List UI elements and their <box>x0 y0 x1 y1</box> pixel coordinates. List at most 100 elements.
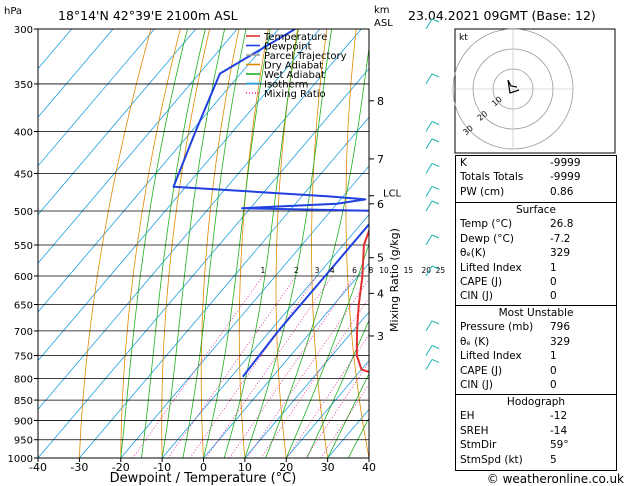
mixing-ratio-label: 2 <box>294 266 299 275</box>
surface-index-row: Dewp (°C) -7.2 <box>456 232 616 246</box>
wind-barb-flag <box>431 138 440 143</box>
surface-index-value: 1 <box>550 261 557 274</box>
surface-index-row: θₑ(K) 329 <box>456 246 616 260</box>
most-unstable-index-label: Pressure (mb) <box>460 321 534 334</box>
most-unstable-index-row: Pressure (mb) 796 <box>456 320 616 334</box>
mixing-ratio-labels: 1 2 3 4 6 8 10 15 20 25 <box>260 266 445 275</box>
wet-adiabat-line <box>306 319 369 458</box>
surface-index-label: Dewp (°C) <box>460 232 514 245</box>
isotherm-line <box>244 311 369 458</box>
dry-adiabat-line <box>411 29 451 458</box>
hodograph-index-value: -12 <box>550 410 568 423</box>
wind-barb-staff <box>425 18 433 30</box>
wind-barb-flag <box>431 73 440 78</box>
dry-adiabat-line <box>620 29 629 458</box>
surface-index-value: 0 <box>550 275 557 288</box>
general-index-label: Totals Totals <box>460 171 524 184</box>
wind-barb-flag <box>431 234 440 239</box>
most-unstable-index-value: 0 <box>550 378 557 391</box>
surface-index-value: 329 <box>550 247 571 260</box>
pressure-tick-label: 950 <box>14 436 33 447</box>
hodograph-index-value: 5 <box>550 453 557 466</box>
wind-barb-flag <box>431 186 440 190</box>
general-index-row: Totals Totals -9999 <box>456 170 616 184</box>
km-tick-label: 6 <box>377 198 384 211</box>
wind-barb <box>425 345 440 356</box>
most-unstable-index-row: Lifted Index 1 <box>456 349 616 363</box>
surface-index-row: CIN (J) 0 <box>456 289 616 303</box>
wind-barb-flag <box>431 200 440 205</box>
isotherm-line <box>38 29 72 70</box>
mixing-ratio-label: 8 <box>369 266 374 275</box>
location-title: 18°14'N 42°39'E 2100m ASL <box>58 8 238 23</box>
wind-barb <box>425 163 440 174</box>
hodograph-table-title: Hodograph <box>506 396 566 408</box>
wind-barb-flag <box>431 359 440 363</box>
general-indices-table: K -9999 Totals Totals -9999 PW (cm) 0.86 <box>455 155 617 204</box>
isotherm-line <box>38 29 279 313</box>
wind-barb <box>425 138 440 150</box>
wind-barb-flag <box>431 345 440 349</box>
right-axis-label: Mixing Ratio (g/kg) <box>388 228 401 332</box>
legend-label: Mixing Ratio <box>264 89 326 100</box>
temperature-tick-label: 10 <box>238 461 252 474</box>
isotherm-line <box>38 67 369 458</box>
general-index-row: PW (cm) 0.86 <box>456 185 616 199</box>
wind-barb-staff <box>425 265 433 277</box>
legend-label: Parcel Trajectory <box>264 51 347 62</box>
wind-barb-staff <box>425 163 433 174</box>
isotherm-line <box>38 29 155 167</box>
most-unstable-index-label: CAPE (J) <box>460 364 503 377</box>
wind-barb <box>425 265 440 277</box>
hodograph-index-value: 59° <box>550 439 569 452</box>
wind-barb-staff <box>425 359 433 370</box>
wet-adiabat-line <box>120 29 188 458</box>
temperature-tick-label: -40 <box>29 461 47 474</box>
general-index-label: PW (cm) <box>460 185 505 198</box>
isotherm-line <box>203 262 369 458</box>
surface-index-row: Lifted Index 1 <box>456 261 616 275</box>
general-index-row: K -9999 <box>456 156 616 170</box>
pressure-tick-label: 350 <box>14 80 33 91</box>
km-tick-label: 8 <box>377 95 384 108</box>
mixing-ratio-label: 25 <box>436 266 446 275</box>
dry-adiabat-line <box>161 29 210 458</box>
pressure-tick-label: 800 <box>14 374 33 385</box>
hodograph-unit-label: kt <box>459 33 468 43</box>
most-unstable-index-row: CIN (J) 0 <box>456 378 616 392</box>
isotherm-line <box>38 29 362 410</box>
most-unstable-index-row: CAPE (J) 0 <box>456 364 616 378</box>
surface-index-label: Lifted Index <box>460 261 522 274</box>
mixing-ratio-label: 6 <box>352 266 357 275</box>
mixing-ratio-label: 3 <box>315 266 320 275</box>
isotherm-line <box>285 360 369 458</box>
surface-title: Surface <box>515 204 556 216</box>
wet-adiabat-line <box>182 29 247 458</box>
general-index-label: K <box>460 157 467 169</box>
pressure-tick-label: 300 <box>14 25 33 36</box>
most-unstable-index-label: θₑ (K) <box>460 335 490 348</box>
pressure-tick-label: 400 <box>14 128 33 139</box>
wind-barb-staff <box>425 73 433 85</box>
wind-barb <box>425 18 440 30</box>
wind-barb <box>425 359 440 370</box>
wind-barb <box>425 320 440 332</box>
most-unstable-table: Most Unstable Pressure (mb) 796 θₑ (K) 329 L… <box>455 305 617 396</box>
km-axis: 8 7 6 5 4 3 LCL <box>369 95 402 343</box>
wind-barb-staff <box>425 200 433 212</box>
temperature-axis: -40 -30 -20 -10 0 10 20 30 40 <box>29 458 376 474</box>
x-axis-label: Dewpoint / Temperature (°C) <box>110 471 297 486</box>
mixing-ratio-line <box>132 275 264 458</box>
wind-barb-flag <box>431 320 440 325</box>
wind-barb <box>425 73 440 85</box>
wet-adiabat-line <box>161 29 226 458</box>
hodograph-index-label: SREH <box>460 424 489 437</box>
wind-barb <box>425 234 440 246</box>
wind-barb-flag <box>431 18 440 23</box>
wind-barbs <box>425 18 440 370</box>
most-unstable-index-value: 796 <box>550 321 571 334</box>
pressure-tick-label: 550 <box>14 241 33 252</box>
